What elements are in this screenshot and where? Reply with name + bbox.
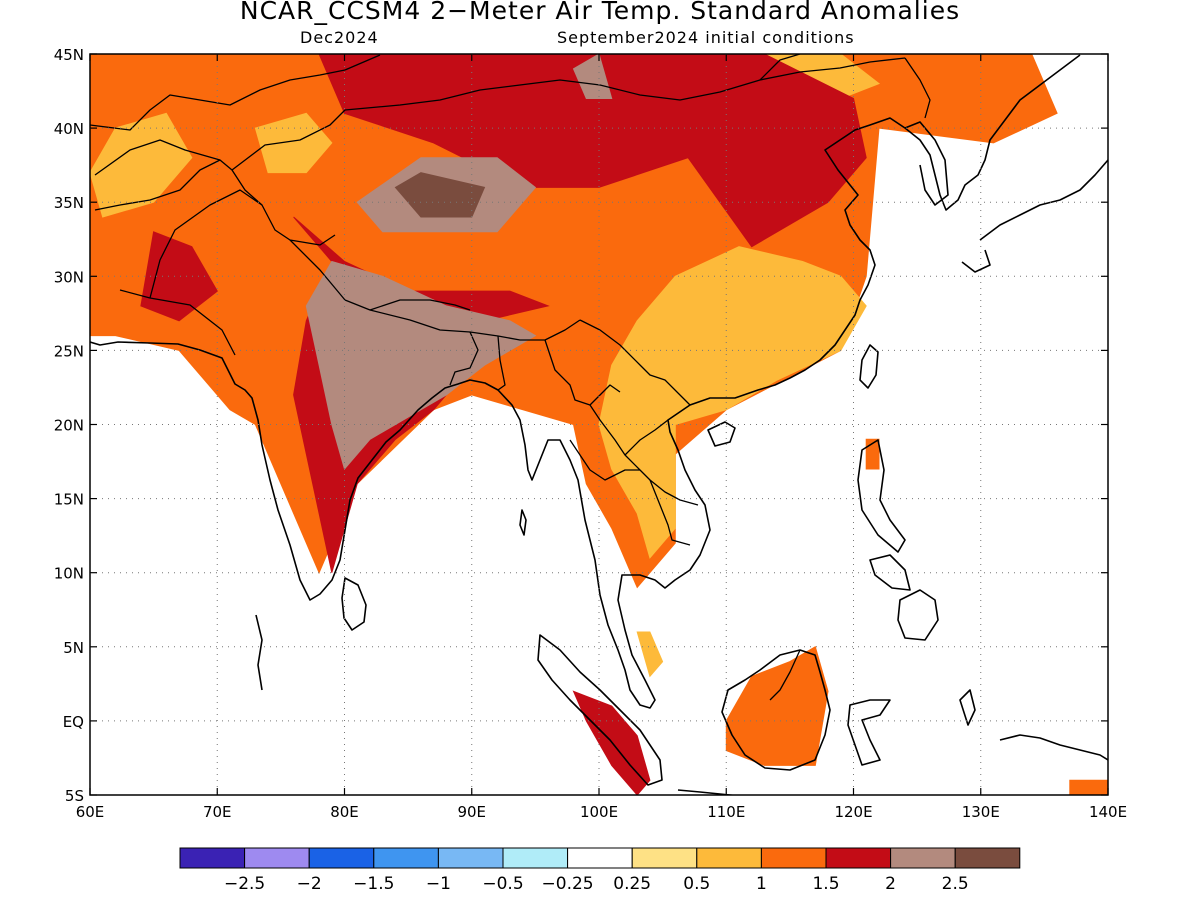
anomaly-fills: [90, 54, 1108, 795]
colorbar-label: 2: [885, 874, 896, 894]
anomaly-region-16: [865, 438, 880, 470]
lat-tick-label: 25N: [54, 342, 84, 360]
anomaly-region-10: [572, 54, 613, 99]
lon-tick-label: 60E: [76, 803, 105, 821]
colorbar-label: 2.5: [942, 874, 969, 894]
valid-month-label: Dec2024: [300, 28, 379, 47]
anomaly-region-1: [598, 246, 867, 559]
lat-tick-label: 35N: [54, 194, 84, 212]
lat-tick-label: 30N: [54, 268, 84, 286]
anomaly-region-8: [305, 260, 537, 471]
colorbar-bin: [179, 847, 246, 869]
colorbar-bin: [825, 847, 892, 869]
colorbar-label: −2.5: [224, 874, 265, 894]
map-axes: 60E 70E 80E 90E 100E 110E 120E 130E 140E 45N 40N 35…: [54, 46, 1127, 821]
colorbar: −2.5 −2 −1.5 −1 −0.5 −0.25 0.25 0.5 1 1.5 2 2.5: [179, 847, 1021, 894]
colorbar-label: −1: [426, 874, 451, 894]
anomaly-region-12: [725, 646, 829, 766]
colorbar-bin: [696, 847, 762, 869]
colorbar-label: −0.25: [542, 874, 594, 894]
colorbar-bin: [244, 847, 310, 869]
colorbar-label: 1: [756, 874, 767, 894]
colorbar-bin: [373, 847, 439, 869]
lat-tick-label: 45N: [54, 46, 84, 64]
colorbar-label: 0.25: [613, 874, 651, 894]
anomaly-region-7: [140, 231, 218, 322]
anomaly-region-15: [636, 631, 664, 678]
country-borders: [90, 54, 931, 701]
colorbar-bin: [567, 847, 633, 869]
colorbar-label: −2: [297, 874, 322, 894]
colorbar-bin: [631, 847, 698, 869]
map-title: NCAR_CCSM4 2−Meter Air Temp. Standard An…: [239, 0, 961, 25]
colorbar-bin: [954, 847, 1021, 869]
lat-tick-label: EQ: [63, 713, 84, 731]
lat-tick-label: 10N: [54, 565, 84, 583]
lon-tick-label: 110E: [707, 803, 745, 821]
lon-tick-label: 100E: [580, 803, 618, 821]
colorbar-bin: [437, 847, 504, 869]
colorbar-bin: [890, 847, 956, 869]
lat-tick-label: 40N: [54, 120, 84, 138]
colorbar-label: −0.5: [482, 874, 523, 894]
coastlines: [90, 54, 1108, 795]
anomaly-region-14: [1069, 779, 1108, 795]
lon-tick-label: 80E: [330, 803, 359, 821]
colorbar-bin: [308, 847, 375, 869]
init-conditions-label: September2024 initial conditions: [557, 28, 855, 47]
lat-tick-label: 20N: [54, 417, 84, 435]
colorbar-label: 0.5: [683, 874, 710, 894]
colorbar-label: 1.5: [812, 874, 839, 894]
lat-tick-label: 5N: [63, 639, 84, 657]
colorbar-label: −1.5: [353, 874, 394, 894]
lon-tick-label: 120E: [834, 803, 872, 821]
lon-tick-label: 90E: [457, 803, 486, 821]
colorbar-bin: [760, 847, 827, 869]
lon-tick-label: 70E: [203, 803, 232, 821]
lon-tick-label: 140E: [1089, 803, 1127, 821]
lat-tick-label: 15N: [54, 491, 84, 509]
lon-tick-label: 130E: [962, 803, 1000, 821]
anomaly-region-5: [318, 54, 867, 248]
lat-tick-label: 5S: [65, 787, 84, 805]
anomaly-region-11: [394, 172, 486, 218]
colorbar-bin: [502, 847, 569, 869]
